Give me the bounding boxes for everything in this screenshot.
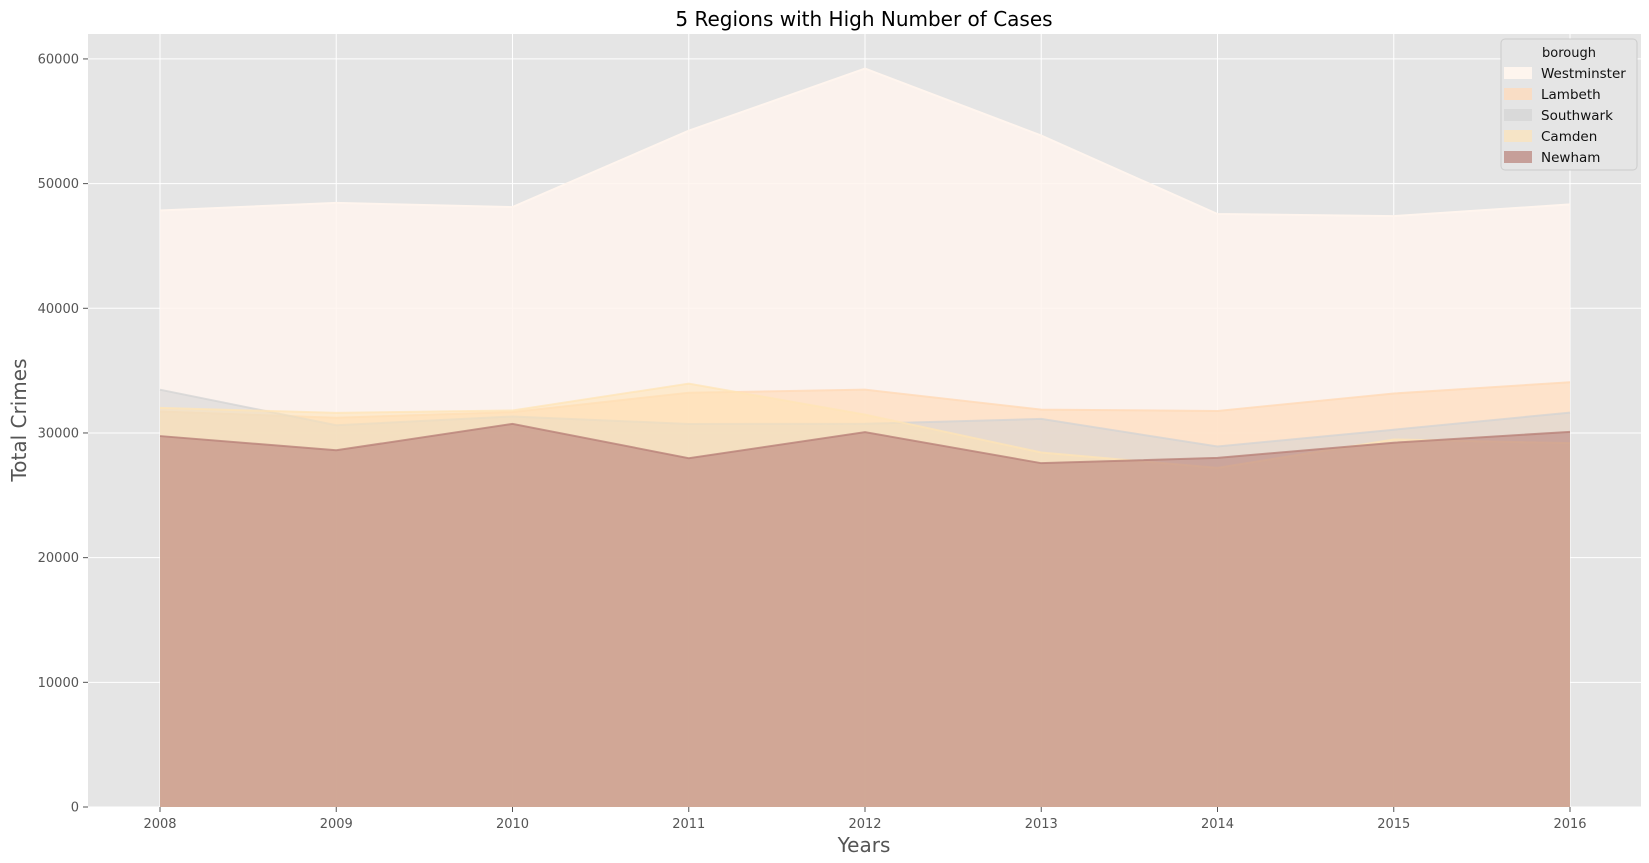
y-tick-label: 50000 <box>38 177 79 192</box>
x-tick-label: 2014 <box>1201 817 1234 832</box>
y-tick-label: 20000 <box>38 551 79 566</box>
legend: borough Westminster Lambeth Southwark Camde… <box>1500 38 1638 171</box>
x-tick-label: 2016 <box>1553 817 1586 832</box>
x-tick-label: 2015 <box>1377 817 1410 832</box>
x-tick-label: 2008 <box>143 817 176 832</box>
legend-swatch-newham <box>1504 151 1532 163</box>
legend-swatch-southwark <box>1504 109 1532 121</box>
area-series <box>159 67 1571 808</box>
x-tick-label: 2013 <box>1025 817 1058 832</box>
line-westminster <box>159 67 1571 218</box>
y-tick-label: 40000 <box>38 302 79 317</box>
legend-swatch-westminster <box>1504 67 1532 79</box>
legend-label-southwark: Southwark <box>1541 108 1613 124</box>
x-tick-label: 2010 <box>496 817 529 832</box>
legend-label-lambeth: Lambeth <box>1541 87 1601 103</box>
legend-swatch-camden <box>1504 130 1532 142</box>
y-tick-label: 0 <box>71 801 79 816</box>
legend-label-camden: Camden <box>1541 129 1597 145</box>
legend-label-westminster: Westminster <box>1541 66 1626 82</box>
area-newham <box>160 423 1570 807</box>
y-tick-label: 30000 <box>38 426 79 441</box>
x-tick-label: 2009 <box>320 817 353 832</box>
y-axis-title: Total Crimes <box>7 358 31 482</box>
y-tick-label: 10000 <box>38 676 79 691</box>
legend-box <box>1500 38 1638 171</box>
line-newham <box>159 422 1571 465</box>
x-axis-title: Years <box>837 833 891 857</box>
y-tick-label: 60000 <box>38 52 79 67</box>
x-tick-label: 2011 <box>672 817 705 832</box>
axis-ticks: 2008 2009 2010 2011 2012 2013 2014 2015 2016 0 100… <box>38 52 1587 832</box>
x-tick-label: 2012 <box>848 817 881 832</box>
chart-title: 5 Regions with High Number of Cases <box>675 7 1052 31</box>
legend-swatch-lambeth <box>1504 88 1532 100</box>
legend-label-newham: Newham <box>1541 150 1600 166</box>
legend-title: borough <box>1542 46 1596 61</box>
